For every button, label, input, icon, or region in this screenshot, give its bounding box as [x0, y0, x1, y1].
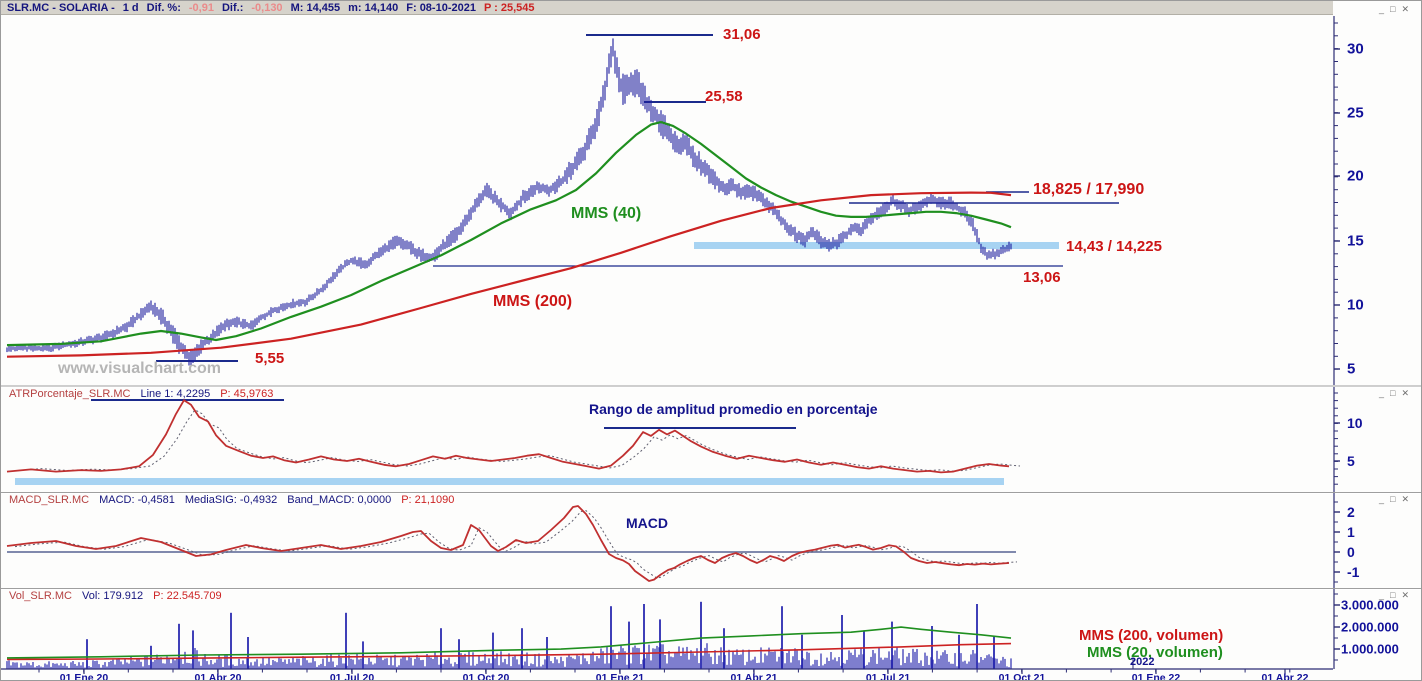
- minimize-button[interactable]: _: [1379, 4, 1385, 14]
- vol-indicator-name: Vol_SLR.MC: [9, 590, 72, 602]
- macd-title-annotation: MACD: [626, 515, 668, 531]
- annotation-high-31: 31,06: [723, 26, 761, 43]
- watermark: www.visualchart.com: [58, 360, 222, 377]
- macd-pane-window-controls: _ □ ✕: [1379, 495, 1409, 504]
- mms40-label: MMS (40): [571, 205, 642, 222]
- date-value: F: 08-10-2021: [406, 1, 476, 14]
- close-button[interactable]: ✕: [1401, 590, 1409, 600]
- atr-indicator-name: ATRPorcentaje_SLR.MC: [9, 388, 131, 400]
- max-value: M: 14,455: [290, 1, 341, 14]
- instrument-name: SLR.MC - SOLARIA -: [7, 1, 115, 14]
- maximize-button[interactable]: □: [1390, 388, 1396, 398]
- atr-pane-window-controls: _ □ ✕: [1379, 389, 1409, 398]
- macd-indicator-name: MACD_SLR.MC: [9, 494, 90, 506]
- macd-p-value: P: 21,1090: [401, 494, 455, 506]
- dif-value: -0,130: [251, 1, 283, 14]
- chart-title-bar: SLR.MC - SOLARIA - 1 d Dif. %: -0,91 Dif…: [1, 1, 1333, 15]
- volume-pane-header: Vol_SLR.MC Vol: 179.912 P: 22.545.709: [9, 590, 222, 602]
- mediasig-value: MediaSIG: -0,4932: [184, 494, 278, 506]
- last-price: P : 25,545: [483, 1, 535, 14]
- maximize-button[interactable]: □: [1390, 494, 1396, 504]
- minimize-button[interactable]: _: [1379, 590, 1385, 600]
- min-value: m: 14,140: [348, 1, 399, 14]
- mms200-label: MMS (200): [493, 293, 573, 310]
- year-label: 2022: [1130, 656, 1155, 668]
- dif-pct-label: Dif. %:: [146, 1, 181, 14]
- atr-line-value: Line 1: 4,2295: [140, 388, 211, 400]
- macd-value: MACD: -0,4581: [99, 494, 175, 506]
- vol-mms200-label: MMS (200, volumen): [1079, 627, 1224, 644]
- close-button[interactable]: ✕: [1401, 494, 1409, 504]
- band-macd-value: Band_MACD: 0,0000: [287, 494, 392, 506]
- macd-pane-header: MACD_SLR.MC MACD: -0,4581 MediaSIG: -0,4…: [9, 494, 454, 506]
- maximize-button[interactable]: □: [1390, 4, 1396, 14]
- atr-title-annotation: Rango de amplitud promedio en porcentaje: [589, 401, 878, 417]
- minimize-button[interactable]: _: [1379, 494, 1385, 504]
- vol-mms20-label: MMS (20, volumen): [1087, 644, 1223, 661]
- annotation-low: 5,55: [255, 350, 285, 367]
- price-pane-window-controls: _ □ ✕: [1379, 5, 1409, 14]
- dif-pct-value: -0,91: [188, 1, 214, 14]
- maximize-button[interactable]: □: [1390, 590, 1396, 600]
- dif-label: Dif.:: [221, 1, 244, 14]
- annotation-resistance: 18,825 / 17,990: [1033, 181, 1145, 198]
- timeframe[interactable]: 1 d: [122, 1, 139, 14]
- minimize-button[interactable]: _: [1379, 388, 1385, 398]
- annotation-support: 14,43 / 14,225: [1066, 238, 1162, 255]
- vol-value: Vol: 179.912: [81, 590, 144, 602]
- annotation-support2: 13,06: [1023, 269, 1061, 286]
- atr-pane-header: ATRPorcentaje_SLR.MC Line 1: 4,2295 P: 4…: [9, 388, 273, 400]
- close-button[interactable]: ✕: [1401, 4, 1409, 14]
- volume-pane-window-controls: _ □ ✕: [1379, 591, 1409, 600]
- vol-p-value: P: 22.545.709: [153, 590, 222, 602]
- annotation-high-25: 25,58: [705, 88, 743, 105]
- close-button[interactable]: ✕: [1401, 388, 1409, 398]
- atr-p-value: P: 45,9763: [220, 388, 274, 400]
